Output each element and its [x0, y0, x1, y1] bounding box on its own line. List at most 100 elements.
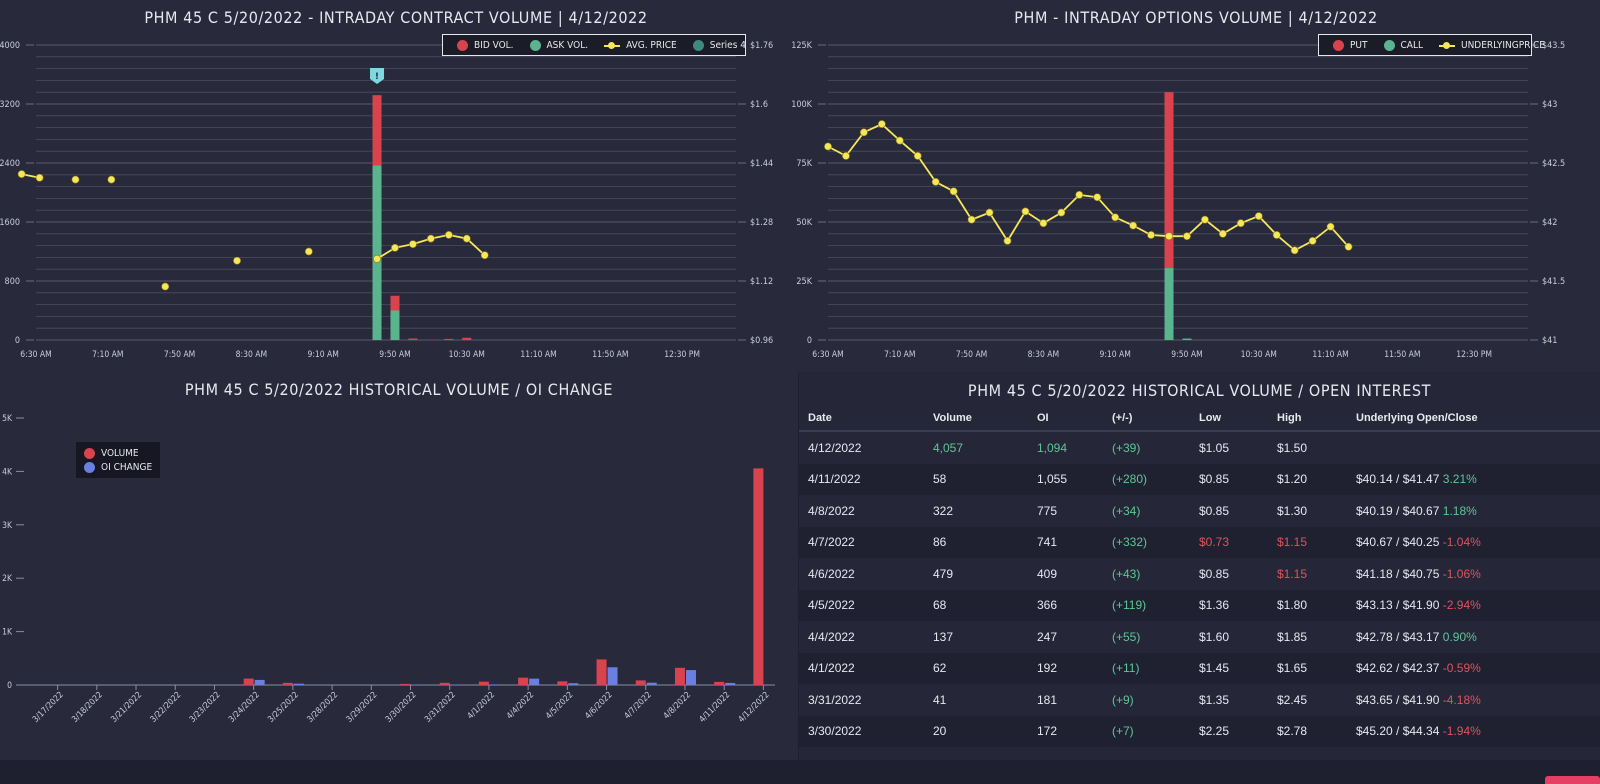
- table-row[interactable]: 4/11/2022 58 1,055 (+280) $0.85 $1.20 $40.14 /…: [799, 463, 1600, 495]
- price-point: [304, 247, 313, 256]
- col-low[interactable]: Low: [1190, 406, 1268, 432]
- cell-change: (+11): [1103, 652, 1190, 684]
- cell-change: (+7): [1103, 715, 1190, 747]
- x-tick-label: 3/29/2022: [345, 690, 380, 725]
- cell-high: $1.30: [1277, 503, 1308, 518]
- col-high[interactable]: High: [1268, 406, 1347, 432]
- price-point: [233, 256, 241, 265]
- cell-high: $1.15: [1277, 566, 1308, 581]
- cell-underlying: $40.67 / $40.25 -1.04%: [1347, 526, 1600, 558]
- x-tick-label: 3/31/2022: [423, 690, 458, 725]
- cell-change: (+9): [1112, 692, 1134, 707]
- volume-bar: [282, 682, 293, 685]
- cell-low: $1.36: [1190, 589, 1268, 621]
- underlying-pct-change: -4.18%: [1442, 692, 1481, 707]
- x-tick-label: 9:10 AM: [1099, 350, 1130, 360]
- table-row[interactable]: 4/1/2022 62 192 (+11) $1.45 $1.65 $42.62 / $42…: [799, 652, 1600, 684]
- price-point: [1308, 236, 1317, 245]
- historical-legend[interactable]: VOLUME OI CHANGE: [76, 442, 161, 478]
- intraday-options-legend[interactable]: PUT CALL UNDERLYINGPRICE: [1318, 34, 1545, 56]
- table-row[interactable]: 3/30/2022 20 172 (+7) $2.25 $2.78 $45.20 / $44…: [799, 715, 1600, 747]
- cell-volume: 322: [933, 503, 954, 518]
- col-change[interactable]: (+/-): [1103, 406, 1190, 432]
- cell-low: $0.85: [1199, 566, 1230, 581]
- cell-underlying: $43.13 / $41.90 -2.94%: [1347, 589, 1600, 621]
- y-left-tick-label: 4000: [0, 41, 20, 51]
- table-row[interactable]: 3/31/2022 41 181 (+9) $1.35 $2.45 $43.65 / $41…: [799, 684, 1600, 716]
- underlying-open-close: $45.20 / $44.34: [1356, 724, 1440, 739]
- y-left-tick-label: 25K: [796, 277, 812, 287]
- cell-high: $1.50: [1277, 440, 1308, 455]
- legend-ask-vol[interactable]: ASK VOL.: [529, 39, 588, 51]
- x-tick-label: 3/23/2022: [188, 690, 223, 725]
- x-tick-label: 6:30 AM: [812, 350, 843, 360]
- legend-put-label: PUT: [1350, 39, 1368, 51]
- legend-avg-price-label: AVG. PRICE: [626, 39, 677, 51]
- table-row[interactable]: 4/7/2022 86 741 (+332) $0.73 $1.15 $40.67 / $4…: [799, 526, 1600, 558]
- cell-volume: 62: [924, 652, 1028, 684]
- x-tick-label: 11:10 AM: [1312, 350, 1348, 360]
- table-row[interactable]: 4/4/2022 137 247 (+55) $1.60 $1.85 $42.78 / $4…: [799, 621, 1600, 653]
- table-row[interactable]: 4/12/2022 4,057 1,094 (+39) $1.05 $1.50: [799, 431, 1600, 464]
- price-point: [1326, 222, 1335, 231]
- legend-call-label: CALL: [1400, 39, 1423, 51]
- table-row[interactable]: 4/5/2022 68 366 (+119) $1.36 $1.80 $43.13 / $4…: [799, 589, 1600, 621]
- cell-volume: 137: [933, 629, 954, 644]
- price-point: [480, 251, 489, 260]
- put-bar: [1164, 92, 1174, 269]
- underlying-open-close: $40.19 / $40.67: [1356, 503, 1440, 518]
- volume-bar: [596, 659, 607, 685]
- y-tick-label: 4K: [2, 467, 13, 477]
- x-tick-label: 4/6/2022: [583, 690, 614, 721]
- col-underlying[interactable]: Underlying Open/Close: [1347, 406, 1600, 432]
- cell-low: $0.73: [1190, 526, 1268, 558]
- underlying-pct-change: -1.04%: [1442, 535, 1481, 550]
- legend-volume[interactable]: VOLUME: [84, 446, 152, 460]
- cell-low: $2.25: [1190, 715, 1268, 747]
- legend-underlying-price-label: UNDERLYINGPRICE: [1460, 39, 1545, 51]
- x-tick-label: 4/7/2022: [623, 690, 654, 721]
- legend-series-4[interactable]: Series 4: [692, 39, 746, 51]
- cell-oi: 775: [1037, 503, 1058, 518]
- price-point: [1218, 229, 1227, 238]
- intraday-contract-legend[interactable]: BID VOL. ASK VOL. AVG. PRICE Series 4: [442, 34, 746, 56]
- legend-put[interactable]: PUT: [1333, 39, 1368, 51]
- legend-avg-price[interactable]: AVG. PRICE: [604, 40, 677, 51]
- cell-volume: 479: [933, 566, 954, 581]
- table-row[interactable]: 4/8/2022 322 775 (+34) $0.85 $1.30 $40.19 / $4…: [799, 495, 1600, 527]
- col-volume[interactable]: Volume: [924, 406, 1028, 432]
- col-oi[interactable]: OI: [1028, 406, 1103, 432]
- legend-call[interactable]: CALL: [1383, 39, 1423, 51]
- legend-underlying-price[interactable]: UNDERLYINGPRICE: [1438, 39, 1545, 51]
- x-tick-label: 11:10 AM: [520, 350, 556, 360]
- x-tick-label: 8:30 AM: [1028, 350, 1059, 360]
- y-tick-label: 3K: [2, 521, 13, 531]
- cell-change: (+39): [1112, 440, 1141, 455]
- legend-bid-vol[interactable]: BID VOL.: [457, 39, 514, 51]
- price-point: [967, 215, 976, 224]
- cell-oi: 366: [1028, 589, 1103, 621]
- cell-underlying: $42.78 / $43.17 0.90%: [1347, 621, 1600, 653]
- cell-volume: 41: [933, 692, 947, 707]
- x-tick-label: 4/11/2022: [698, 690, 733, 725]
- x-tick-label: 10:30 AM: [449, 350, 485, 360]
- price-point: [1165, 232, 1173, 241]
- legend-oi-change[interactable]: OI CHANGE: [84, 460, 152, 474]
- y-right-tick-label: $1.76: [750, 41, 773, 51]
- cell-underlying: $41.18 / $40.75 -1.06%: [1347, 558, 1600, 590]
- col-date[interactable]: Date: [799, 406, 924, 432]
- cell-low: $1.05: [1199, 440, 1230, 455]
- price-point: [1093, 193, 1102, 202]
- price-point: [1290, 246, 1299, 255]
- series-4-swatch: [692, 39, 704, 51]
- table-row[interactable]: 4/6/2022 479 409 (+43) $0.85 $1.15 $41.18 / $4…: [799, 558, 1600, 590]
- cell-date: 3/30/2022: [799, 715, 924, 747]
- call-bar: [1182, 338, 1192, 340]
- y-tick-label: 1K: [2, 628, 13, 638]
- bottom-action-button[interactable]: [1545, 776, 1600, 784]
- cell-low: $0.85: [1190, 463, 1268, 495]
- price-point: [1344, 242, 1353, 251]
- cell-date: 4/6/2022: [808, 566, 855, 581]
- oi-change-bar: [725, 682, 736, 685]
